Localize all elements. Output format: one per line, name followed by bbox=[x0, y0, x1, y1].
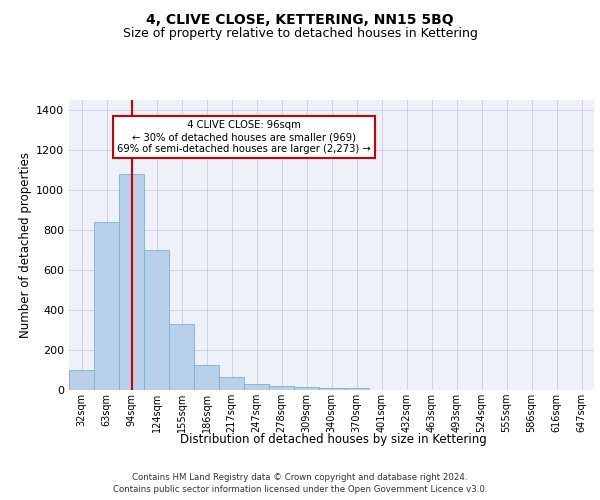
Bar bbox=[219, 377, 244, 390]
Text: 4, CLIVE CLOSE, KETTERING, NN15 5BQ: 4, CLIVE CLOSE, KETTERING, NN15 5BQ bbox=[146, 12, 454, 26]
Text: Distribution of detached houses by size in Kettering: Distribution of detached houses by size … bbox=[179, 432, 487, 446]
Y-axis label: Number of detached properties: Number of detached properties bbox=[19, 152, 32, 338]
Bar bbox=[319, 388, 344, 390]
Bar bbox=[69, 370, 94, 390]
Text: 4 CLIVE CLOSE: 96sqm  
← 30% of detached houses are smaller (969)
69% of semi-de: 4 CLIVE CLOSE: 96sqm ← 30% of detached h… bbox=[117, 120, 371, 154]
Bar bbox=[144, 250, 169, 390]
Bar bbox=[119, 174, 144, 390]
Bar bbox=[169, 324, 194, 390]
Text: Contains HM Land Registry data © Crown copyright and database right 2024.: Contains HM Land Registry data © Crown c… bbox=[132, 472, 468, 482]
Text: Size of property relative to detached houses in Kettering: Size of property relative to detached ho… bbox=[122, 28, 478, 40]
Bar bbox=[244, 384, 269, 390]
Bar bbox=[294, 387, 319, 390]
Bar bbox=[269, 386, 294, 390]
Text: Contains public sector information licensed under the Open Government Licence v3: Contains public sector information licen… bbox=[113, 485, 487, 494]
Bar bbox=[344, 388, 369, 390]
Bar bbox=[194, 365, 219, 390]
Bar bbox=[94, 222, 119, 390]
